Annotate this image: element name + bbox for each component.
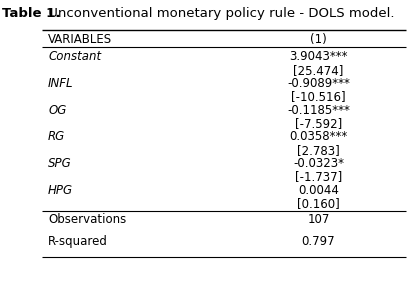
Text: INFL: INFL <box>48 77 74 90</box>
Text: Observations: Observations <box>48 213 127 226</box>
Text: [-10.516]: [-10.516] <box>291 90 346 103</box>
Text: -0.0323*: -0.0323* <box>293 157 344 170</box>
Text: 0.0044: 0.0044 <box>298 184 339 197</box>
Text: (1): (1) <box>310 33 327 46</box>
Text: Constant: Constant <box>48 50 101 63</box>
Text: -0.9089***: -0.9089*** <box>287 77 350 90</box>
Text: -0.1185***: -0.1185*** <box>287 104 350 117</box>
Text: RG: RG <box>48 130 65 143</box>
Text: [-7.592]: [-7.592] <box>295 117 342 130</box>
Text: Unconventional monetary policy rule - DOLS model.: Unconventional monetary policy rule - DO… <box>44 7 395 20</box>
Text: OG: OG <box>48 104 67 117</box>
Text: [0.160]: [0.160] <box>297 197 340 210</box>
Text: R-squared: R-squared <box>48 235 108 248</box>
Text: [2.783]: [2.783] <box>297 144 340 157</box>
Text: 3.9043***: 3.9043*** <box>289 50 348 63</box>
Text: 0.797: 0.797 <box>302 235 335 248</box>
Text: [-1.737]: [-1.737] <box>295 170 342 183</box>
Text: SPG: SPG <box>48 157 72 170</box>
Text: VARIABLES: VARIABLES <box>48 33 112 46</box>
Text: Table 1.: Table 1. <box>2 7 60 20</box>
Text: 107: 107 <box>307 213 330 226</box>
Text: 0.0358***: 0.0358*** <box>289 130 348 143</box>
Text: [25.474]: [25.474] <box>293 64 344 77</box>
Text: HPG: HPG <box>48 184 73 197</box>
